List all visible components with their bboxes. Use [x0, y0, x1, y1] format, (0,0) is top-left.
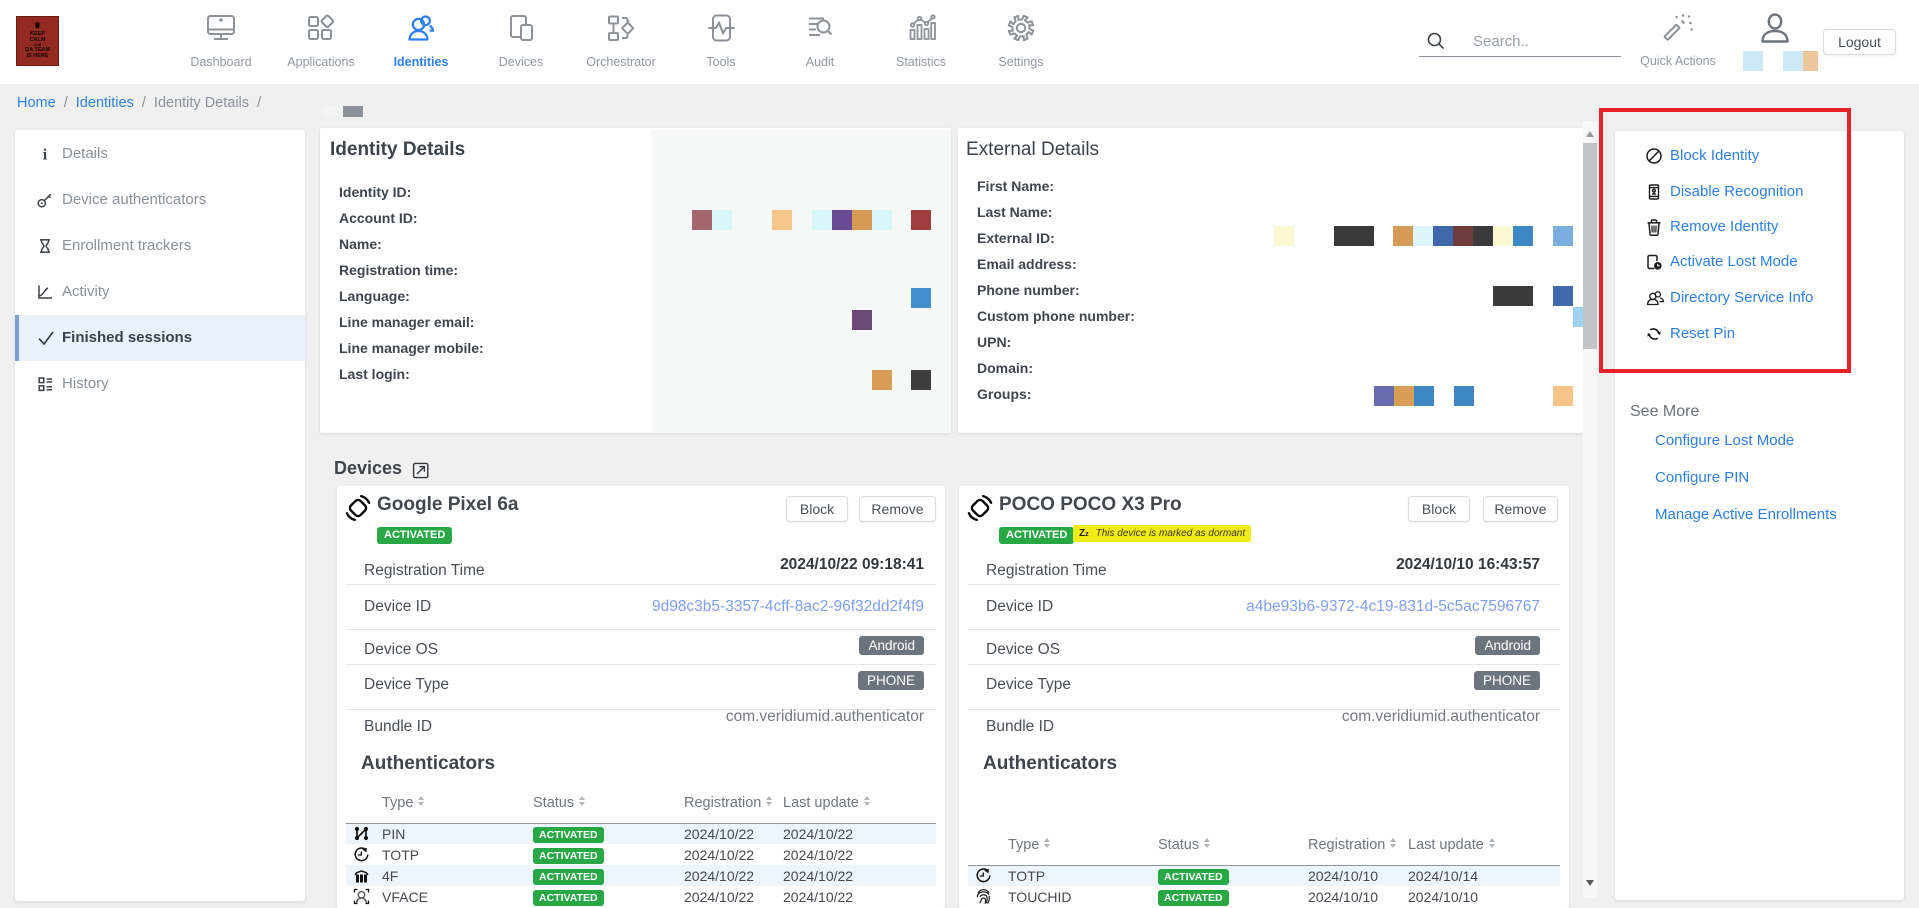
svg-text:i: i — [43, 147, 48, 164]
